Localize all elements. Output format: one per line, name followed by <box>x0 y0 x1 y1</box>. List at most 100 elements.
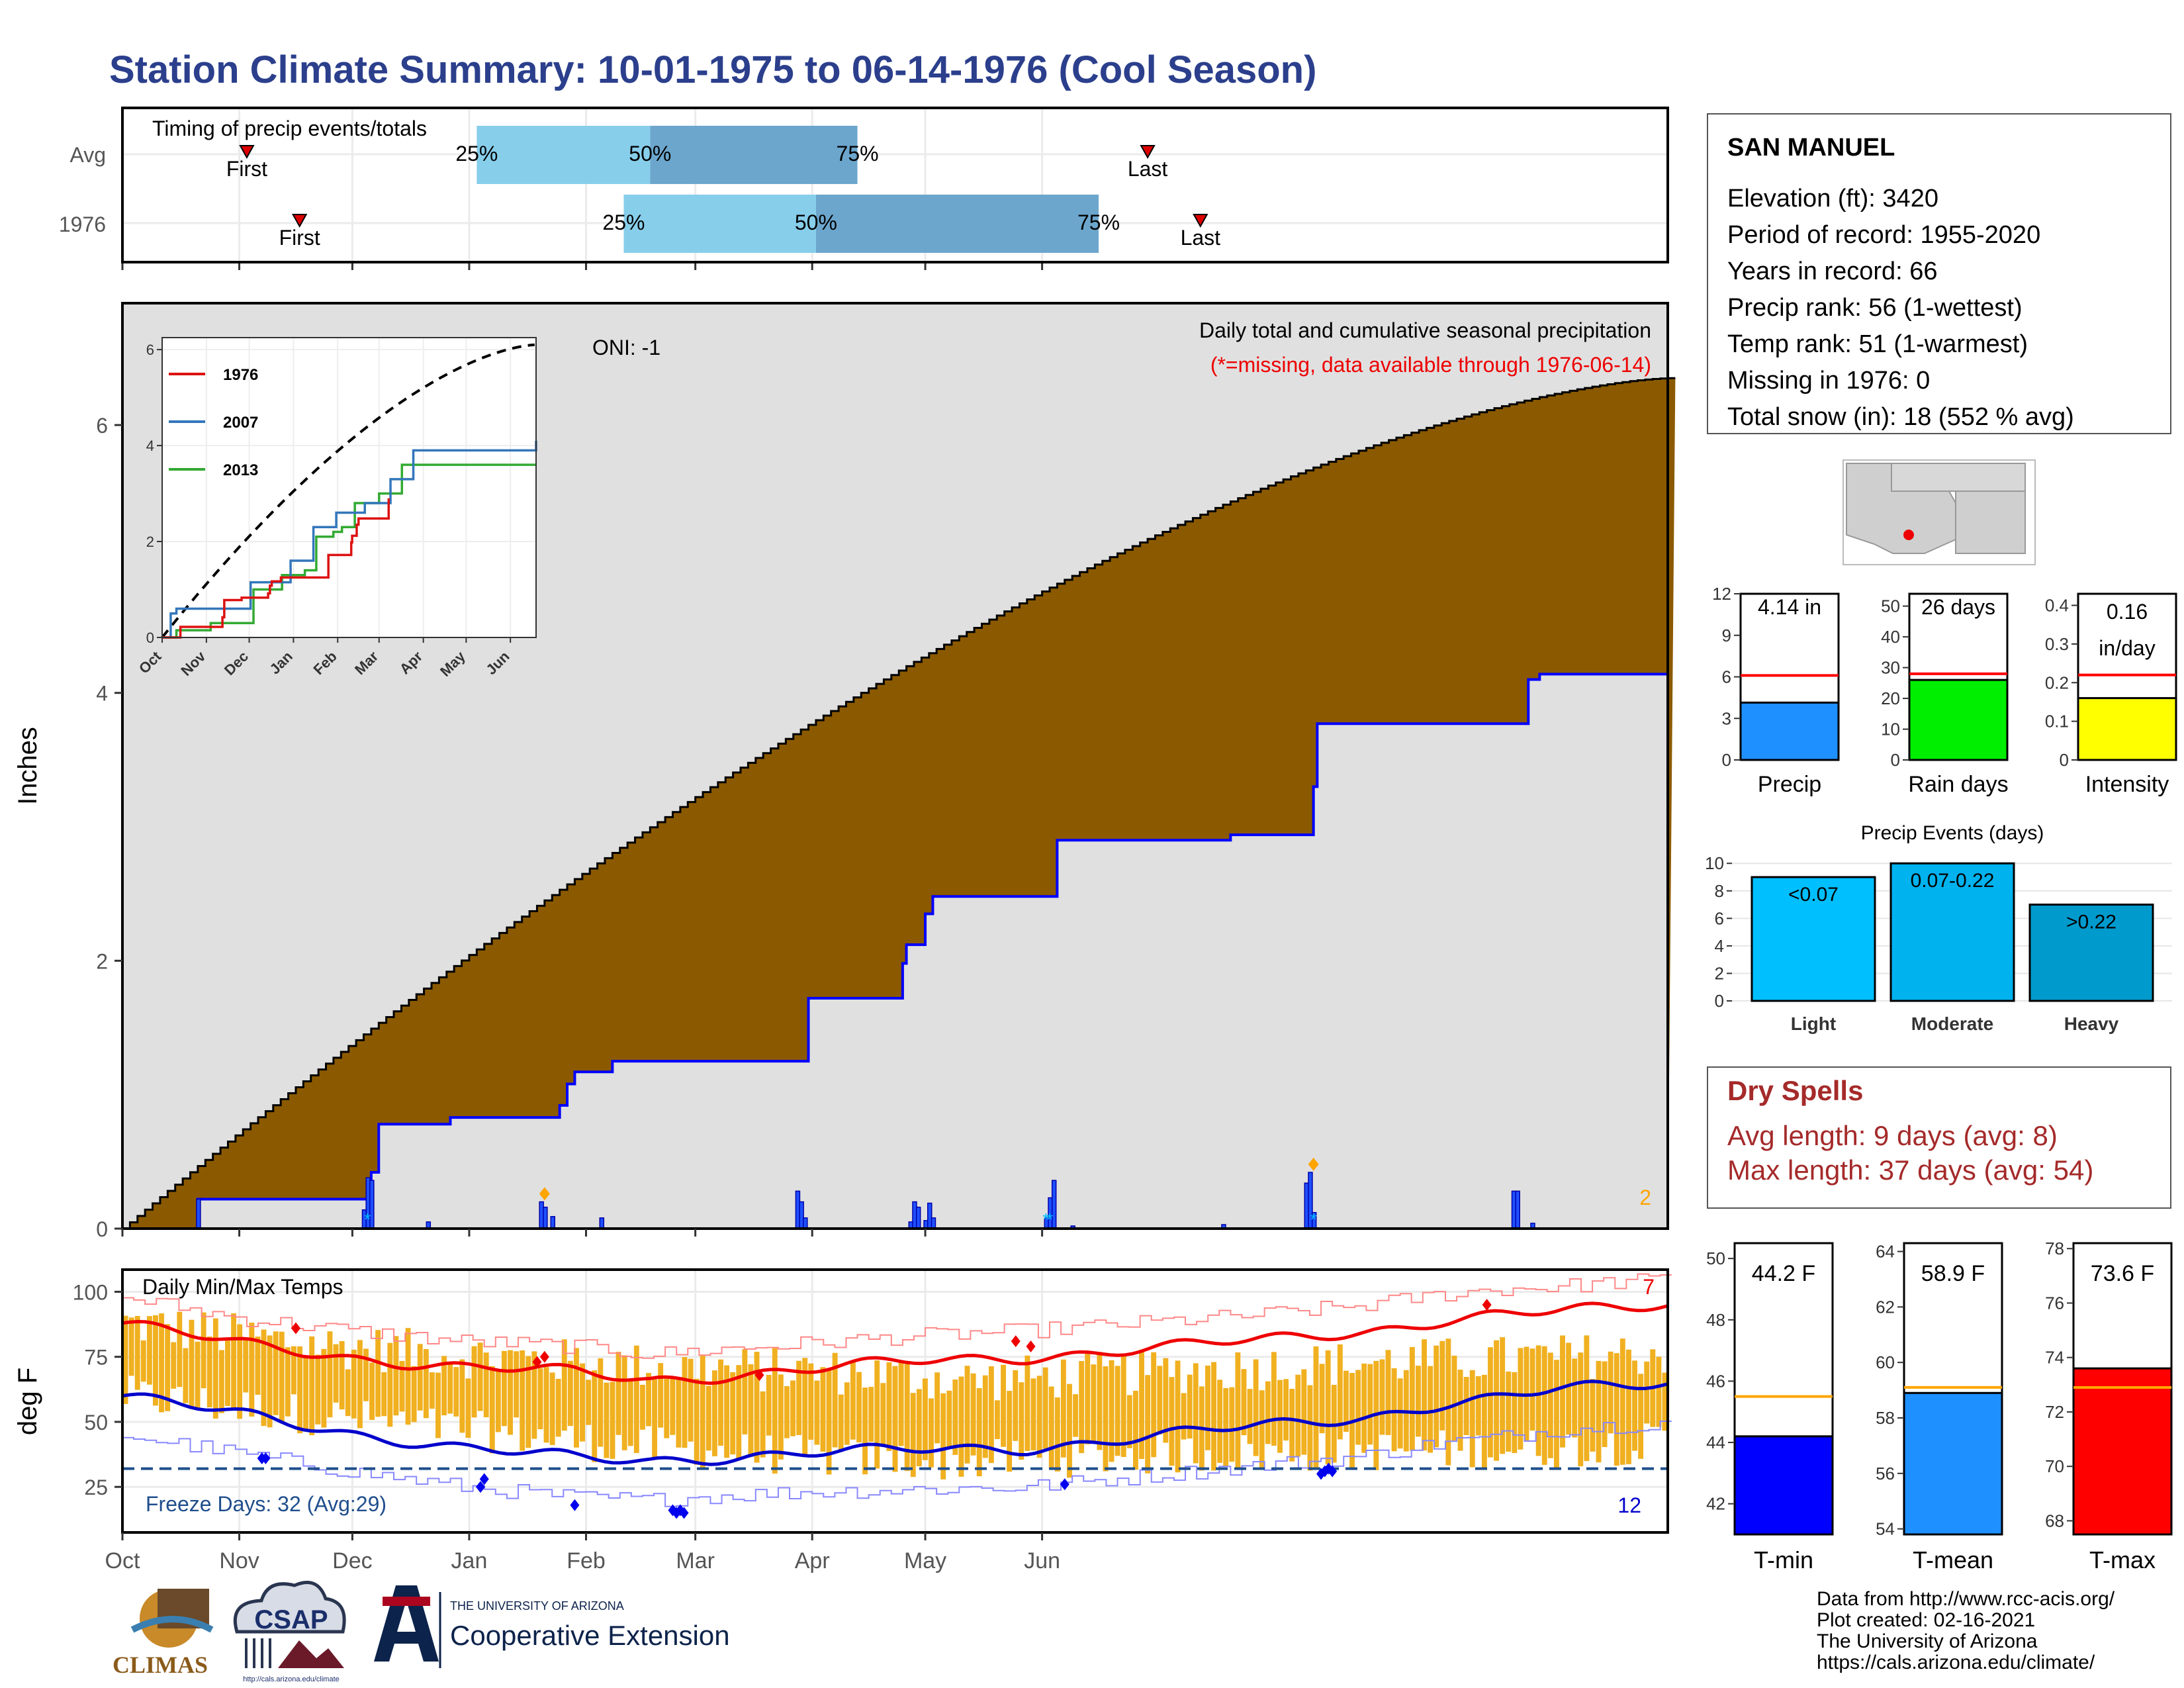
x-axis-month-label: Jun <box>1024 1548 1060 1573</box>
station-info-box: SAN MANUEL Elevation (ft): 3420 Period o… <box>1707 113 2171 434</box>
daily-temp-range-bar <box>495 1369 501 1432</box>
csap-rain-shape <box>245 1638 271 1668</box>
station-location-marker <box>1903 530 1914 540</box>
daily-temp-range-bar <box>508 1350 513 1435</box>
temp-bar-value-label: 44.2 F <box>1752 1261 1815 1286</box>
daily-temp-range-bar <box>321 1348 327 1428</box>
daily-temp-range-bar <box>724 1365 730 1458</box>
daily-temp-range-bar <box>1367 1364 1373 1445</box>
station-temp-rank: Temp rank: 51 (1-warmest) <box>1727 330 2028 358</box>
daily-temp-range-bar <box>201 1312 206 1389</box>
events-bar-range-label: 0.07-0.22 <box>1911 870 1995 892</box>
daily-temp-range-bar <box>411 1366 417 1423</box>
daily-temp-range-bar <box>796 1360 802 1435</box>
daily-temp-range-bar <box>1109 1360 1115 1462</box>
ua-a-bar-shape <box>383 1597 430 1606</box>
daily-precip-bar <box>915 1206 921 1229</box>
climas-logo: CLIMAS <box>113 1589 214 1678</box>
mini-bar-y-tick-label: 0.2 <box>2045 673 2069 692</box>
daily-temp-range-bar <box>1632 1360 1637 1451</box>
record-high-marker-icon <box>754 1369 764 1382</box>
daily-temp-range-bar <box>309 1336 315 1436</box>
events-bar-range-label: <0.07 <box>1788 884 1839 906</box>
mini-bar-category-label: Rain days <box>1908 772 2008 797</box>
record-min-line <box>122 1421 1672 1507</box>
daily-precip-bar <box>803 1217 808 1229</box>
daily-temp-range-bar <box>128 1317 134 1376</box>
daily-temp-range-bar <box>664 1378 670 1438</box>
daily-temp-range-bar <box>711 1370 717 1456</box>
daily-temp-range-bar <box>760 1391 766 1458</box>
average-min-temp-line <box>122 1380 1668 1466</box>
timing-bar-late <box>650 126 858 184</box>
page-title: Station Climate Summary: 10-01-1975 to 0… <box>109 48 1316 91</box>
daily-temp-range-bar <box>1289 1389 1295 1462</box>
daily-temp-range-bar <box>982 1375 988 1458</box>
temp-bar-category-label: T-mean <box>1913 1546 1993 1573</box>
daily-temp-range-bar <box>1205 1365 1210 1450</box>
temp-bar-y-tick-label: 74 <box>2045 1348 2064 1368</box>
daily-temp-range-bar <box>393 1336 399 1416</box>
mini-bar-value <box>1739 701 1840 761</box>
daily-temp-range-bar <box>574 1348 579 1448</box>
daily-temp-range-bar <box>315 1354 321 1425</box>
daily-temp-range-bar <box>171 1342 177 1389</box>
station-total-snow: Total snow (in): 18 (552 % avg) <box>1727 403 2074 431</box>
daily-temp-range-bar <box>1644 1361 1650 1424</box>
missing-marker-icon <box>539 1187 550 1201</box>
temp-bar-y-tick-label: 76 <box>2045 1293 2064 1313</box>
daily-temp-range-bar <box>1277 1380 1283 1453</box>
mini-bar-category-label: Intensity <box>2085 772 2169 797</box>
daily-temp-range-bar <box>676 1377 682 1448</box>
dry-spells-max: Max length: 37 days (avg: 54) <box>1727 1154 2093 1186</box>
precip-frame <box>121 302 1669 1230</box>
csap-url: http://cals.arizona.edu/climate <box>243 1675 340 1683</box>
x-axis-month-label: Dec <box>332 1548 372 1573</box>
daily-temp-range-bar <box>1132 1390 1138 1470</box>
daily-temp-range-bar <box>447 1363 453 1414</box>
daily-temp-range-bar <box>1241 1369 1247 1436</box>
x-axis-month-label: May <box>904 1548 946 1573</box>
daily-temp-range-bar <box>838 1394 844 1452</box>
station-precip-rank: Precip rank: 56 (1-wettest) <box>1727 294 2023 322</box>
daily-temp-range-bar <box>880 1383 886 1444</box>
daily-temp-range-bar <box>748 1364 754 1457</box>
dry-spells-box: Dry Spells Avg length: 9 days (avg: 8) M… <box>1707 1066 2171 1209</box>
station-elevation: Elevation (ft): 3420 <box>1727 185 1938 212</box>
temp-bar-y-tick-label: 64 <box>1876 1242 1895 1262</box>
daily-temp-range-bar <box>453 1367 459 1417</box>
daily-temp-range-bar <box>874 1360 880 1469</box>
daily-temp-range-bar <box>718 1359 723 1446</box>
missing-marker-icon <box>1308 1157 1319 1171</box>
temp-bar-y-tick-label: 60 <box>1876 1352 1895 1372</box>
daily-temp-range-bar <box>140 1340 146 1382</box>
daily-temp-range-bar <box>910 1393 916 1477</box>
daily-temp-range-bar <box>700 1355 705 1470</box>
cold-days-count: 12 <box>1617 1493 1641 1517</box>
temp-frame <box>121 1268 1669 1534</box>
daily-temp-range-bar <box>1626 1349 1631 1464</box>
timing-pct-25: 25% <box>602 211 645 234</box>
daily-temp-range-bar <box>1608 1351 1614 1434</box>
temp-bar-y-tick-label: 78 <box>2045 1239 2064 1258</box>
temp-bar-y-tick-label: 54 <box>1876 1519 1895 1539</box>
inset-average-dashed-line <box>161 343 535 639</box>
daily-temp-range-bar <box>934 1372 940 1444</box>
mini-bar-y-tick-label: 9 <box>1722 626 1731 645</box>
daily-temp-range-bar <box>970 1373 976 1456</box>
daily-temp-range-bar <box>1313 1346 1319 1470</box>
daily-temp-range-bar <box>754 1352 760 1463</box>
daily-temp-range-bar <box>543 1367 549 1443</box>
x-axis-month-label: Mar <box>676 1548 715 1573</box>
timing-bar-early <box>623 195 816 253</box>
temp-bar-y-tick-label: 70 <box>2045 1456 2064 1476</box>
record-high-marker-icon <box>291 1322 300 1335</box>
daily-temp-range-bar <box>1572 1358 1578 1438</box>
daily-temp-range-bar <box>261 1329 267 1427</box>
record-high-marker-icon <box>1011 1335 1021 1348</box>
daily-temp-range-bar <box>1307 1385 1313 1471</box>
temp-bar-y-tick-label: 48 <box>1706 1310 1725 1330</box>
mini-bar-y-tick-label: 12 <box>1712 584 1731 604</box>
daily-temp-range-bar <box>1547 1352 1553 1458</box>
